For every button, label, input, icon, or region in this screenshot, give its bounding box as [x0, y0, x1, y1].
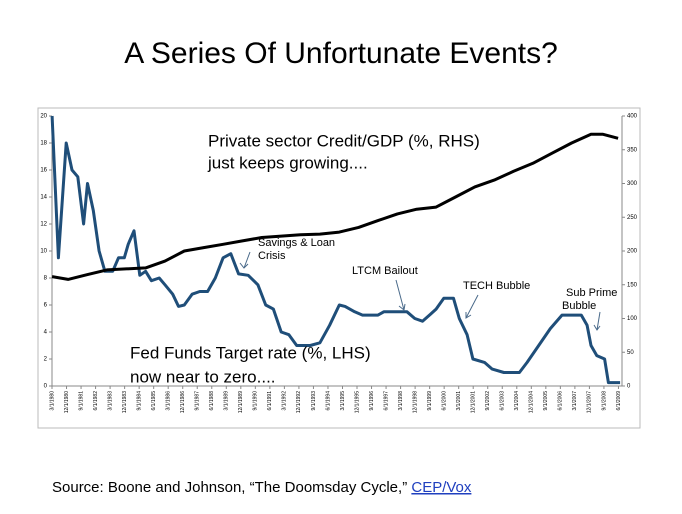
x-tick-label: 3/1/2004	[514, 391, 520, 411]
plot: 0246810121416182005010015020025030035040…	[40, 114, 637, 414]
x-tick-label: 3/1/1983	[107, 391, 113, 411]
source-text: Source: Boone and Johnson, “The Doomsday…	[52, 479, 407, 496]
y-tick-label: 16	[40, 168, 47, 174]
y-tick-label: 10	[40, 249, 47, 255]
x-tick-label: 12/1/1998	[412, 391, 418, 413]
y2-tick-label: 0	[627, 384, 631, 390]
x-tick-label: 9/1/2008	[601, 391, 607, 411]
annotation: Private sector Credit/GDP (%, RHS)	[208, 131, 480, 150]
y-tick-label: 12	[40, 222, 47, 228]
arrows	[239, 251, 601, 331]
x-tick-label: 12/1/2001	[471, 391, 477, 413]
x-tick-label: 9/1/1990	[253, 391, 259, 411]
x-tick-label: 3/1/1998	[398, 391, 404, 411]
y-tick-label: 2	[44, 357, 48, 363]
series-line	[50, 115, 621, 385]
x-tick-label: 12/1/2004	[529, 391, 535, 413]
source: Source: Boone and Johnson, “The Doomsday…	[52, 479, 472, 496]
arrow	[395, 279, 406, 311]
x-tick-label: 3/1/2001	[456, 391, 462, 411]
y2-tick-label: 350	[627, 147, 638, 153]
y-tick-label: 6	[44, 303, 48, 309]
x-tick-label: 3/1/1980	[49, 391, 55, 411]
series-line	[51, 132, 619, 281]
x-tick-label: 9/1/2005	[543, 391, 549, 411]
slide-title: A Series Of Unfortunate Events?	[124, 37, 558, 70]
x-tick-label: 12/1/1989	[238, 391, 244, 413]
source-link[interactable]: CEP/Vox	[411, 479, 472, 496]
arrow	[465, 294, 479, 319]
x-tick-label: 6/1/1982	[93, 391, 99, 411]
y-tick-label: 18	[40, 141, 47, 147]
annotation: just keeps growing....	[207, 153, 368, 172]
x-tick-label: 6/1/1988	[209, 391, 215, 411]
x-tick-label: 6/1/2003	[500, 391, 506, 411]
annotation: Bubble	[562, 300, 596, 312]
x-tick-label: 12/1/1983	[122, 391, 128, 413]
annotation: Savings & Loan	[258, 237, 335, 249]
x-tick-label: 6/1/2000	[441, 391, 447, 411]
arrow	[239, 251, 251, 269]
x-tick-label: 3/1/1995	[340, 391, 346, 411]
y2-tick-label: 150	[627, 282, 638, 288]
x-tick-label: 6/1/1991	[267, 391, 273, 411]
x-tick-label: 3/1/1992	[282, 391, 288, 411]
y2-tick-label: 50	[627, 350, 634, 356]
y2-tick-label: 300	[627, 181, 638, 187]
y-tick-label: 4	[44, 330, 48, 336]
x-tick-label: 12/1/1980	[64, 391, 70, 413]
x-tick-label: 6/1/2009	[616, 391, 622, 411]
annotation: Crisis	[258, 250, 286, 262]
x-tick-label: 12/1/2007	[587, 391, 593, 413]
x-tick-label: 6/1/2006	[558, 391, 564, 411]
x-tick-label: 9/1/1993	[311, 391, 317, 411]
y2-tick-label: 200	[627, 249, 638, 255]
y2-tick-label: 400	[627, 114, 638, 120]
x-tick-label: 6/1/1985	[151, 391, 157, 411]
y2-tick-label: 250	[627, 215, 638, 221]
x-tick-label: 9/1/1984	[136, 391, 142, 411]
x-tick-label: 9/1/1981	[78, 391, 84, 411]
x-tick-label: 9/1/1987	[195, 391, 201, 411]
x-tick-label: 6/1/1997	[383, 391, 389, 411]
x-tick-label: 3/1/2007	[572, 391, 578, 411]
x-tick-label: 3/1/1986	[166, 391, 172, 411]
arrow	[593, 311, 601, 331]
x-tick-label: 12/1/1986	[180, 391, 186, 413]
x-tick-label: 12/1/1995	[354, 391, 360, 413]
annotation: Fed Funds Target rate (%, LHS)	[130, 343, 371, 362]
annotation: now near to zero....	[130, 367, 276, 386]
x-tick-label: 9/1/1996	[369, 391, 375, 411]
y-tick-label: 14	[40, 195, 47, 201]
x-tick-label: 9/1/2002	[485, 391, 491, 411]
annotation: LTCM Bailout	[352, 265, 418, 277]
x-tick-label: 6/1/1994	[325, 391, 331, 411]
y-tick-label: 0	[44, 384, 48, 390]
annotation: Sub Prime	[566, 287, 617, 299]
y-tick-label: 20	[40, 114, 47, 120]
x-tick-label: 9/1/1999	[427, 391, 433, 411]
y-tick-label: 8	[44, 276, 48, 282]
x-tick-label: 3/1/1989	[224, 391, 230, 411]
y2-tick-label: 100	[627, 316, 638, 322]
x-tick-label: 12/1/1992	[296, 391, 302, 413]
annotation: TECH Bubble	[463, 280, 530, 292]
